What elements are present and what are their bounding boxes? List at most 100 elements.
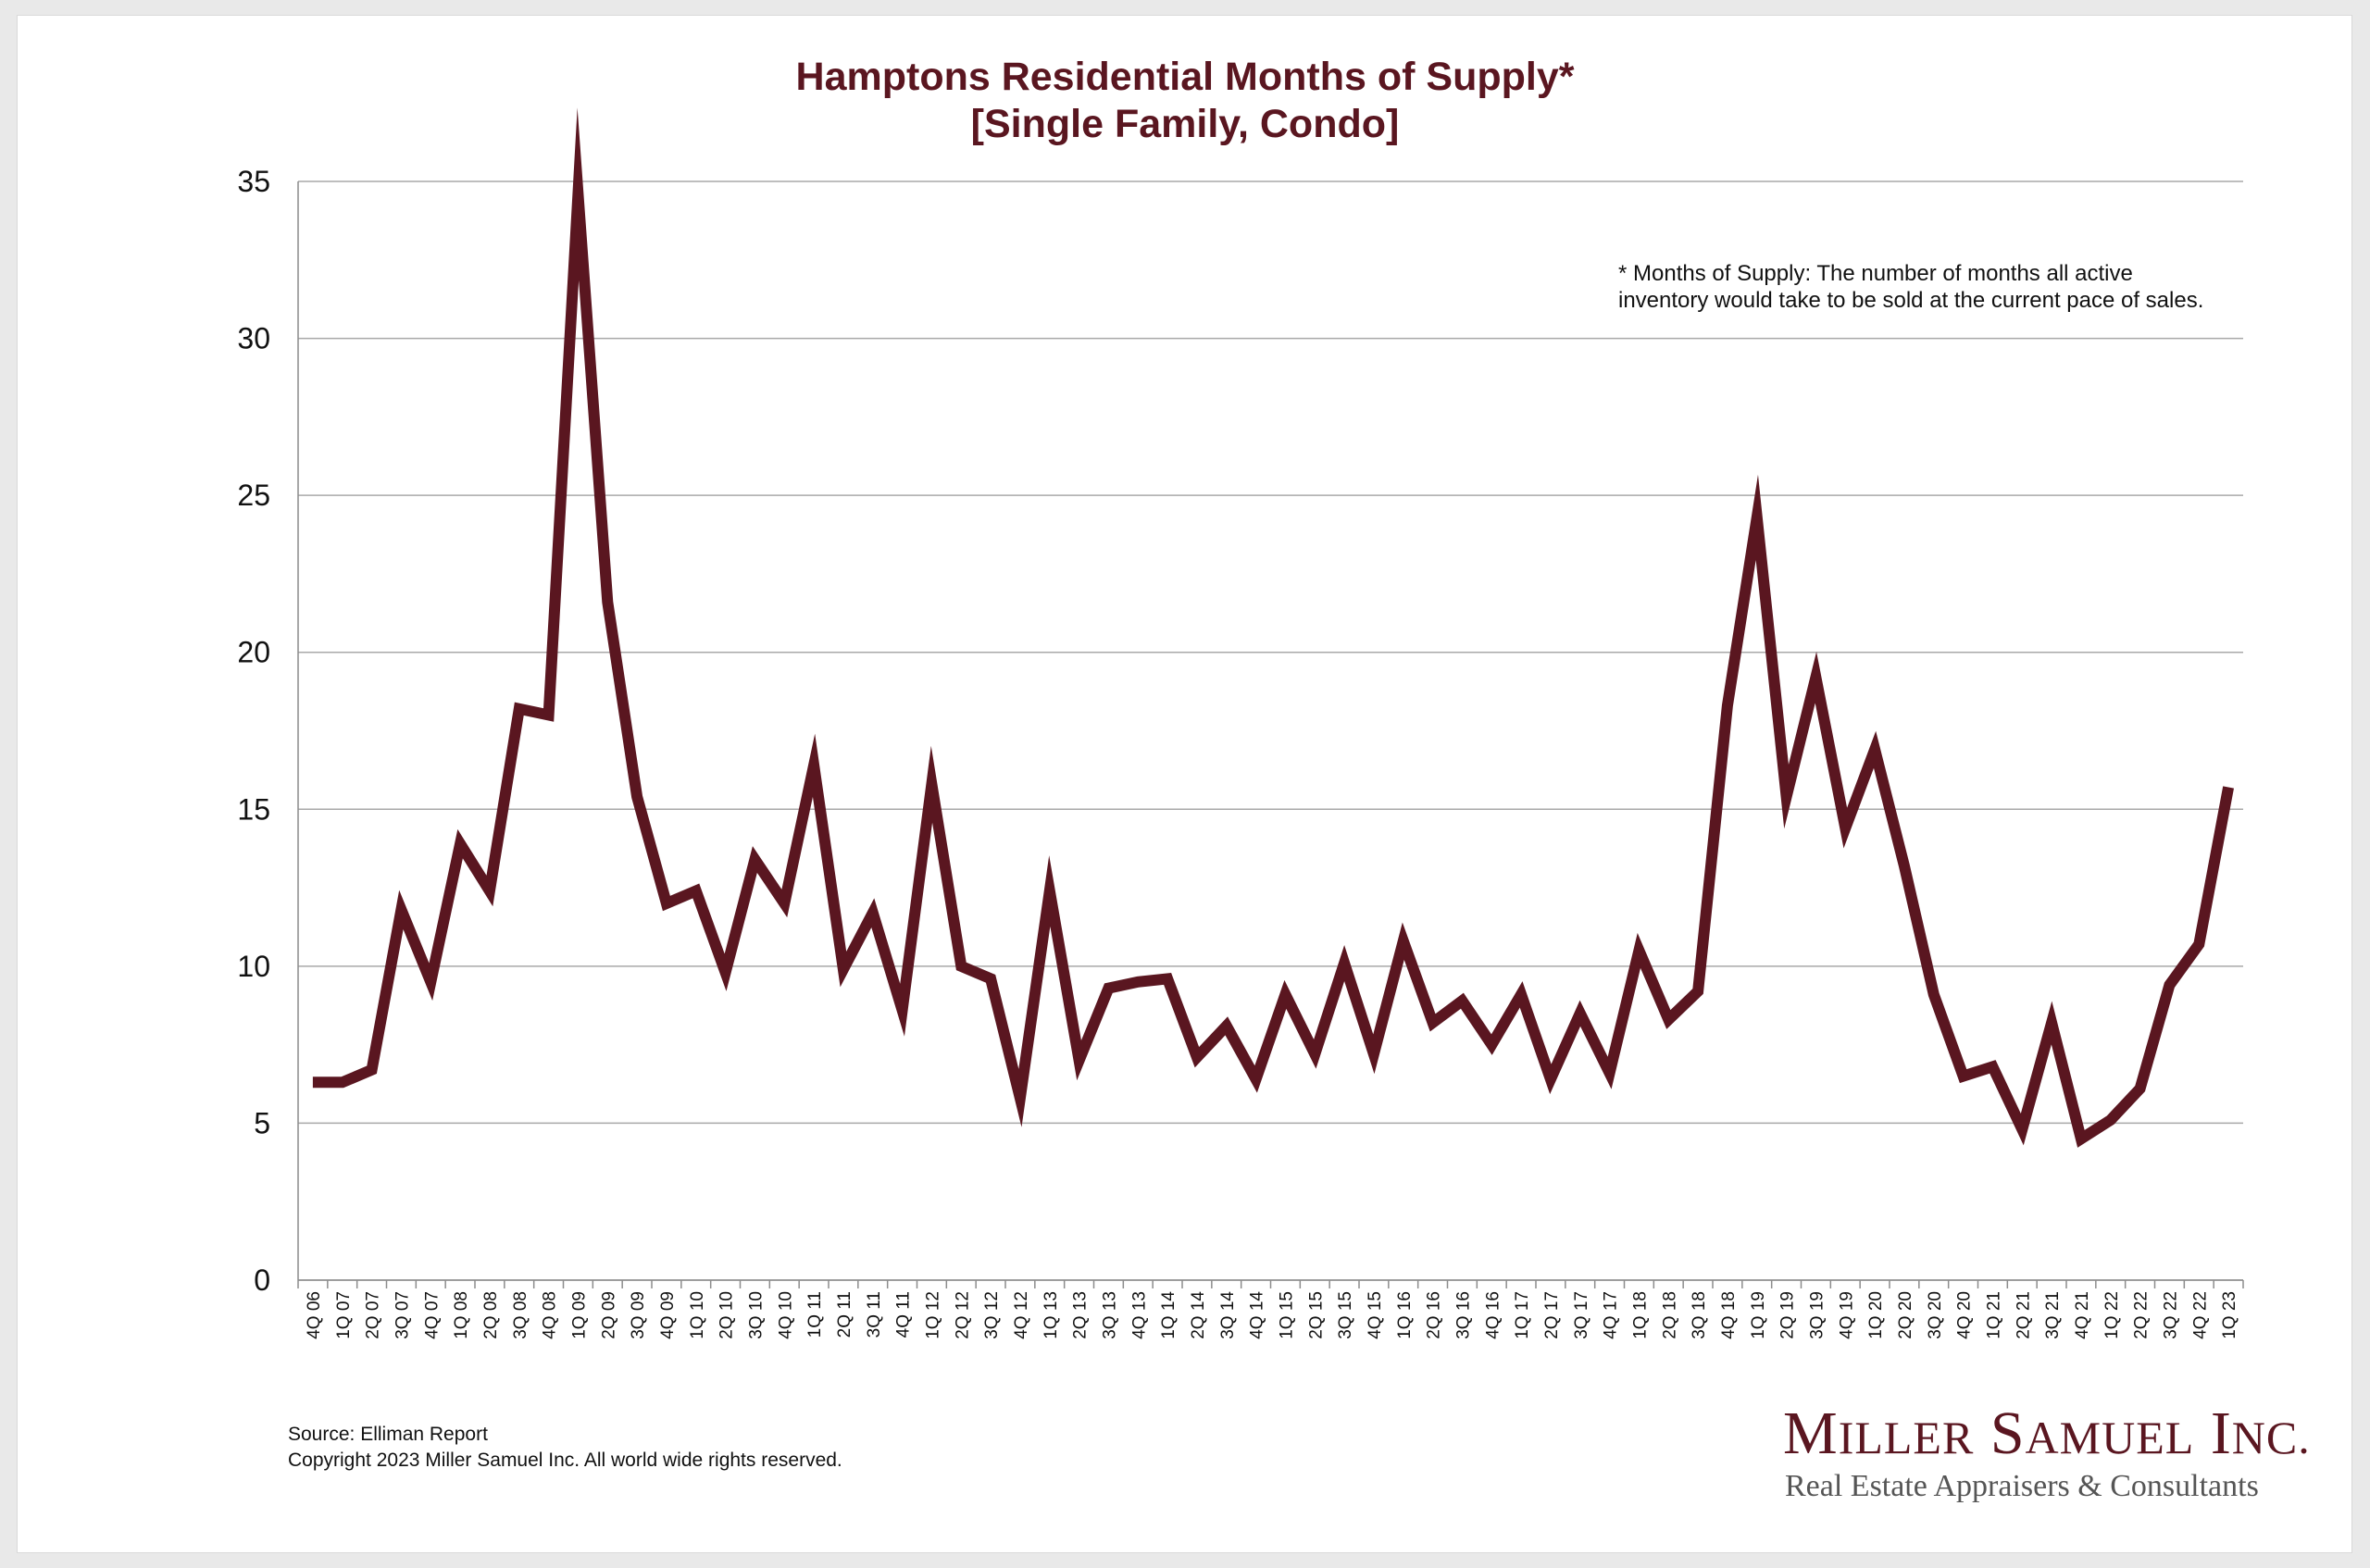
x-tick-label: 1Q 13	[1042, 1291, 1061, 1339]
data-point	[1520, 993, 1522, 995]
x-tick-label: 1Q 16	[1395, 1291, 1415, 1339]
y-tick-label: 35	[237, 165, 270, 198]
x-tick-label: 4Q 08	[541, 1291, 560, 1339]
data-point	[1226, 1025, 1228, 1027]
x-tick-label: 2Q 19	[1778, 1291, 1798, 1339]
company-logo: MILLER SAMUEL INC.	[1783, 1400, 2311, 1467]
data-point	[2110, 1119, 2112, 1121]
x-tick-label: 3Q 22	[2161, 1291, 2180, 1339]
copyright-text: Copyright 2023 Miller Samuel Inc. All wo…	[288, 1450, 842, 1471]
data-point	[1196, 1056, 1198, 1058]
x-tick-label: 4Q 09	[658, 1291, 678, 1339]
data-point	[459, 843, 461, 845]
x-tick-label: 4Q 13	[1129, 1291, 1149, 1339]
data-point	[1255, 1078, 1257, 1080]
data-point	[1727, 704, 1728, 706]
data-point	[1343, 962, 1345, 964]
x-tick-label: 2Q 13	[1071, 1291, 1091, 1339]
data-point	[666, 902, 667, 904]
data-point	[754, 859, 755, 861]
x-tick-label: 4Q 17	[1602, 1291, 1621, 1339]
x-tick-label: 1Q 23	[2220, 1291, 2239, 1339]
data-point	[489, 890, 491, 891]
y-tick-label: 0	[254, 1263, 270, 1297]
data-point	[1107, 988, 1109, 989]
data-point	[902, 1009, 904, 1011]
data-point	[312, 1081, 314, 1083]
data-point	[1963, 1076, 1965, 1077]
data-point	[842, 968, 844, 970]
data-point	[1756, 516, 1758, 518]
y-tick-label: 25	[237, 479, 270, 512]
x-tick-label: 4Q 20	[1955, 1291, 1975, 1339]
data-point	[960, 965, 962, 967]
data-point	[2139, 1088, 2141, 1089]
data-point	[1550, 1078, 1552, 1080]
data-point	[1667, 1019, 1669, 1021]
series-line	[312, 107, 2234, 1148]
chart-title: Hamptons Residential Months of Supply*	[795, 55, 1575, 99]
definition-note-line-1: * Months of Supply: The number of months…	[1618, 261, 2133, 286]
data-point	[1991, 1065, 1993, 1067]
data-point	[2080, 1138, 2082, 1139]
data-point	[1079, 1060, 1080, 1062]
x-tick-label: 4Q 14	[1248, 1291, 1267, 1339]
data-point	[1786, 796, 1788, 798]
data-point	[872, 912, 874, 914]
data-point	[430, 981, 431, 983]
x-tick-label: 3Q 15	[1336, 1291, 1355, 1339]
y-tick-label: 30	[237, 322, 270, 355]
x-tick-label: 1Q 17	[1513, 1291, 1532, 1339]
data-point	[577, 193, 579, 195]
data-point	[1403, 940, 1404, 942]
data-point	[548, 715, 550, 716]
data-point	[1609, 1072, 1611, 1074]
source-footer: Source: Elliman Report Copyright 2023 Mi…	[288, 1422, 842, 1474]
x-tick-label: 2Q 16	[1425, 1291, 1444, 1339]
x-tick-label: 3Q 13	[1100, 1291, 1119, 1339]
data-point	[2227, 787, 2229, 789]
x-tick-label: 4Q 15	[1366, 1291, 1385, 1339]
x-tick-label: 2Q 21	[2014, 1291, 2033, 1339]
data-point	[725, 972, 727, 974]
x-tick-label: 2Q 07	[364, 1291, 383, 1339]
x-tick-label: 2Q 15	[1306, 1291, 1326, 1339]
data-point	[2198, 943, 2200, 945]
data-point	[342, 1081, 343, 1083]
x-tick-label: 3Q 19	[1807, 1291, 1827, 1339]
x-tick-label: 4Q 18	[1719, 1291, 1739, 1339]
x-tick-label: 1Q 08	[452, 1291, 471, 1339]
data-point	[2051, 1022, 2052, 1024]
data-point	[695, 890, 697, 891]
x-tick-label: 3Q 20	[1926, 1291, 1945, 1339]
data-point	[400, 909, 402, 911]
data-point	[371, 1069, 373, 1071]
data-point	[1137, 981, 1139, 983]
data-point	[1579, 1013, 1581, 1014]
data-point	[2168, 984, 2170, 986]
data-point	[1933, 993, 1935, 995]
data-point	[1019, 1097, 1021, 1099]
x-tick-label: 1Q 11	[805, 1291, 825, 1338]
x-tick-label: 1Q 12	[923, 1291, 942, 1339]
series-months-of-supply	[312, 107, 2234, 1148]
x-tick-label: 2Q 20	[1896, 1291, 1915, 1339]
data-point	[1903, 865, 1905, 866]
x-tick-label: 2Q 10	[717, 1291, 737, 1339]
x-tick-label: 1Q 18	[1630, 1291, 1650, 1339]
x-tick-label: 1Q 20	[1866, 1291, 1886, 1339]
company-tagline: Real Estate Appraisers & Consultants	[1785, 1469, 2259, 1503]
x-tick-label: 1Q 21	[1984, 1291, 2003, 1339]
y-tick-label: 15	[237, 792, 270, 826]
x-tick-label: 3Q 11	[865, 1291, 884, 1338]
x-tick-label: 4Q 12	[1012, 1291, 1031, 1339]
data-point	[990, 977, 992, 979]
definition-note-line-2: inventory would take to be sold at the c…	[1618, 288, 2204, 313]
data-point	[606, 601, 608, 603]
x-tick-label: 1Q 10	[688, 1291, 707, 1339]
x-tick-label: 4Q 07	[422, 1291, 442, 1339]
x-tick-label: 3Q 12	[982, 1291, 1002, 1339]
x-tick-label: 1Q 07	[334, 1291, 354, 1339]
data-point	[930, 783, 932, 785]
chart-title-block: Hamptons Residential Months of Supply* […	[0, 54, 2370, 148]
